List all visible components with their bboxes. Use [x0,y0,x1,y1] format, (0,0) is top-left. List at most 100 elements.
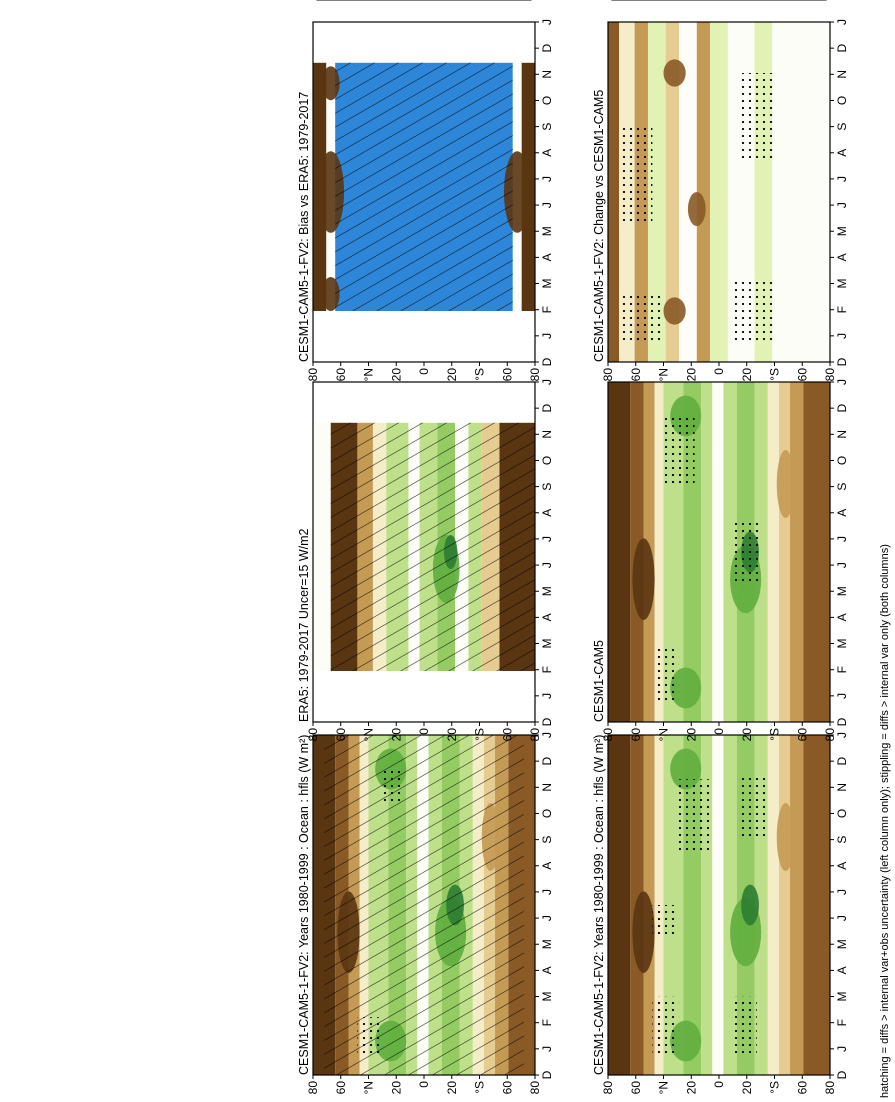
x-tick-label: J [835,333,849,339]
heatmap-feature [776,803,795,871]
y-tick-label: 20 [684,368,698,382]
y-tick-label: 60 [334,728,348,742]
heatmap-feature [663,59,686,87]
y-tick-label: °N [657,1081,671,1094]
y-tick-label: 20 [389,728,403,742]
x-tick-label: J [540,732,554,738]
y-tick-label: 80 [601,1081,615,1095]
x-tick-label: D [540,1070,554,1079]
heatmap-band [654,382,664,722]
y-tick-label: 0 [712,728,726,735]
x-tick-label: M [540,279,554,289]
stippling-overlay [656,647,680,702]
x-tick-label: A [540,966,554,974]
y-tick-label: °S [473,368,487,381]
stippling-overlay [619,294,664,345]
y-tick-label: 20 [684,728,698,742]
y-tick-label: 80 [528,368,542,382]
y-tick-label: 60 [334,1081,348,1095]
figure-footnote: hatching = diffs > internal var+obs unce… [879,544,891,1098]
stippling-overlay [663,416,695,484]
x-tick-label: S [540,836,554,844]
y-tick-label: 60 [334,368,348,382]
x-tick-label: M [540,586,554,596]
x-tick-label: O [540,456,554,465]
heatmap-band [790,735,804,1075]
y-tick-label: 60 [500,368,514,382]
stippling-overlay [379,769,402,803]
hatching-overlay [330,422,536,671]
x-tick-label: A [540,253,554,261]
y-tick-label: 80 [823,728,837,742]
x-tick-label: M [540,992,554,1002]
stippling-overlay [357,1017,380,1058]
y-tick-label: 60 [629,1081,643,1095]
x-tick-label: S [835,836,849,844]
x-tick-label: J [540,693,554,699]
y-tick-label: °N [362,1081,376,1094]
y-tick-label: 20 [740,368,754,382]
x-tick-label: J [835,889,849,895]
stippling-overlay [741,73,775,158]
x-tick-label: M [835,586,849,596]
x-tick-label: D [540,717,554,726]
heatmap-band [778,382,791,722]
heatmap-band [803,382,830,722]
x-tick-label: A [835,862,849,870]
x-tick-label: O [540,96,554,105]
heatmap-band [701,382,713,722]
panel-title: CESM1-CAM5 [592,640,606,722]
y-tick-label: 20 [740,1081,754,1095]
x-tick-label: J [540,889,554,895]
y-tick-label: 20 [445,728,459,742]
y-tick-label: °S [768,728,782,741]
stippling-overlay [619,124,653,226]
y-tick-label: 60 [629,728,643,742]
x-tick-label: M [835,639,849,649]
x-tick-label: N [540,70,554,79]
x-tick-label: A [835,149,849,157]
y-tick-label: °S [768,1081,782,1094]
heatmap-feature [632,538,655,620]
x-tick-label: F [835,1019,849,1026]
heatmap-band [710,22,728,362]
x-tick-label: F [835,666,849,673]
x-tick-label: J [835,176,849,182]
heatmap-feature [663,297,686,325]
x-tick-label: S [835,483,849,491]
heatmap-band [803,735,830,1075]
x-tick-label: F [540,306,554,313]
x-tick-label: J [540,915,554,921]
heatmap-band [647,22,666,362]
y-tick-label: 0 [417,368,431,375]
y-tick-label: 0 [712,368,726,375]
stippling-overlay [730,996,757,1058]
x-tick-label: A [835,253,849,261]
heatmap-feature [776,450,795,518]
x-tick-label: S [835,123,849,131]
stippling-overlay [730,518,762,586]
x-tick-label: F [835,306,849,313]
x-tick-label: J [835,693,849,699]
x-tick-label: F [540,666,554,673]
heatmap-band [790,382,804,722]
panel-title: CESM1-CAM5-1-FV2: Years 1980-1999 : Ocea… [297,735,311,1075]
y-tick-label: 20 [740,728,754,742]
x-tick-label: J [835,19,849,25]
x-tick-label: J [835,379,849,385]
x-tick-label: D [835,43,849,52]
y-tick-label: 60 [795,728,809,742]
x-tick-label: M [540,939,554,949]
x-tick-label: J [540,202,554,208]
stippling-overlay [741,775,768,837]
x-tick-label: M [835,939,849,949]
x-tick-label: D [540,43,554,52]
x-tick-label: D [835,717,849,726]
panel-title: CESM1-CAM5-1-FV2: Change vs CESM1-CAM5 [592,90,606,362]
y-tick-label: 0 [712,1081,726,1088]
y-tick-label: 60 [500,1081,514,1095]
